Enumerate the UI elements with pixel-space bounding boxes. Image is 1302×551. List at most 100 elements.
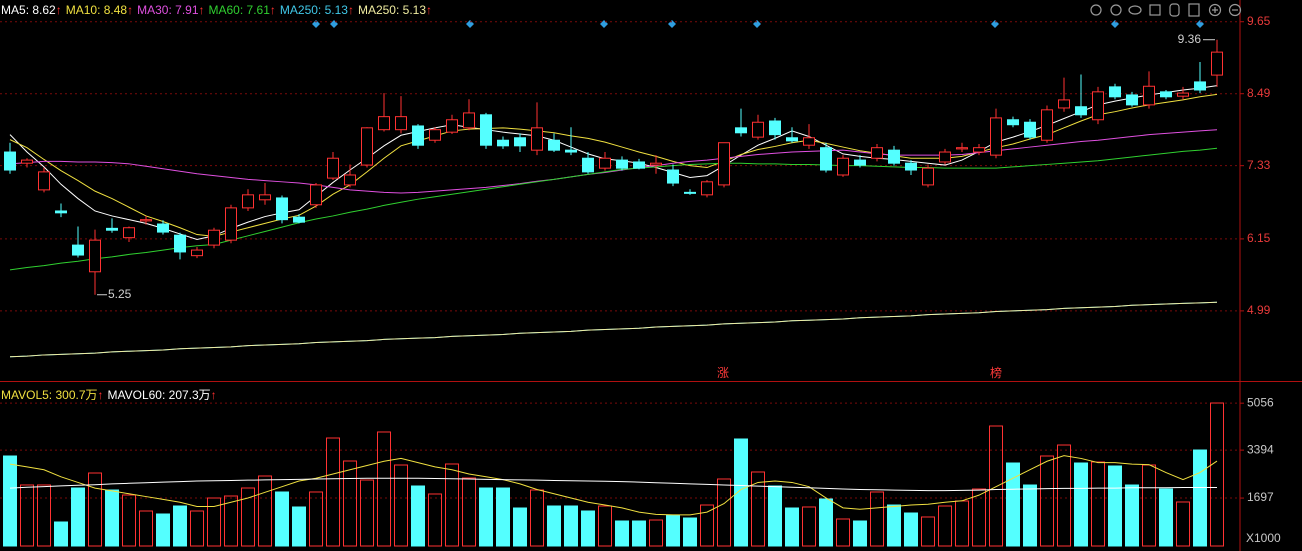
candle-body xyxy=(38,171,50,191)
candle-body xyxy=(463,112,475,129)
legend-value: 207.3万 xyxy=(168,388,211,402)
volume-bar xyxy=(462,477,476,547)
volume-bar xyxy=(411,485,425,547)
candle-body xyxy=(548,139,560,151)
volume-bar xyxy=(88,472,102,547)
tool-zoom-in[interactable] xyxy=(1208,3,1222,17)
candle-body xyxy=(361,127,373,166)
legend-item: MA307.91↑ xyxy=(137,3,204,17)
volume-bar xyxy=(938,505,952,547)
candle-body xyxy=(1109,86,1121,98)
y-tick-label: 7.33 xyxy=(1247,158,1271,172)
event-label: 榜 xyxy=(990,365,1002,380)
tool-settings[interactable] xyxy=(1090,4,1102,16)
volume-bar xyxy=(836,518,850,547)
tool-view[interactable] xyxy=(1128,5,1142,15)
candle-body xyxy=(1058,99,1070,109)
candle-body xyxy=(871,147,883,159)
price-legend: MA58.62↑MA108.48↑MA307.91↑MA607.61↑MA250… xyxy=(1,3,436,17)
legend-trend: ↑ xyxy=(127,3,134,17)
candle-body xyxy=(412,125,424,146)
candle-body xyxy=(990,117,1002,156)
candle-body xyxy=(939,151,951,163)
candle-body xyxy=(752,121,764,138)
volume-bar xyxy=(343,460,357,547)
volume-bar xyxy=(139,510,153,547)
volume-bar xyxy=(445,463,459,547)
ma-line xyxy=(9,129,1218,194)
candle-body xyxy=(293,216,305,223)
candle-body xyxy=(89,239,101,273)
legend-name: MA250 xyxy=(358,3,403,17)
volume-bar xyxy=(428,493,442,547)
candle-body xyxy=(888,149,900,164)
candle-body xyxy=(514,137,526,147)
volume-bar xyxy=(258,475,272,547)
ma-line xyxy=(9,477,1218,492)
legend-trend: ↑ xyxy=(55,3,62,17)
candle-body xyxy=(106,227,118,231)
ma-line xyxy=(9,85,1218,241)
volume-bar xyxy=(1108,465,1122,547)
volume-bar xyxy=(802,506,816,547)
volume-bar xyxy=(717,478,731,547)
volume-bar xyxy=(309,491,323,547)
tool-zoom-in-plus xyxy=(1212,7,1218,13)
legend-name: MA10 xyxy=(66,3,104,17)
candle-body xyxy=(531,127,543,151)
ma-line xyxy=(9,301,1218,358)
legend-value: 8.62 xyxy=(32,3,56,17)
legend-name: MAVOL60 xyxy=(108,388,169,402)
candle-body xyxy=(1177,92,1189,97)
candle-body xyxy=(497,139,509,147)
y-tick-label: 1697 xyxy=(1247,490,1274,504)
candle-body xyxy=(1143,85,1155,106)
volume-bar xyxy=(887,504,901,547)
volume-bar xyxy=(173,505,187,547)
y-tick-label: 9.65 xyxy=(1247,14,1271,28)
candle-body xyxy=(242,194,254,209)
legend-name: MA60 xyxy=(209,3,247,17)
candle-body xyxy=(854,159,866,166)
volume-bar xyxy=(105,489,119,547)
volume-bar xyxy=(819,498,833,547)
volume-bar xyxy=(292,506,306,547)
tool-target[interactable] xyxy=(1110,4,1122,16)
candle-body xyxy=(21,159,33,164)
y-tick-label: 4.99 xyxy=(1247,303,1271,317)
tool-box[interactable] xyxy=(1149,4,1161,16)
candle-body xyxy=(4,151,16,171)
tool-ruler[interactable] xyxy=(1188,3,1200,17)
legend-trend: ↑ xyxy=(269,3,276,17)
unit-label: X1000 xyxy=(1246,531,1281,545)
volume-bar xyxy=(190,510,204,547)
legend-trend: ↑ xyxy=(426,3,433,17)
candle-body xyxy=(718,142,730,186)
legend-item: MA2505.13↑ xyxy=(358,3,432,17)
legend-name: MA250 xyxy=(280,3,325,17)
volume-bar xyxy=(1091,461,1105,547)
candle-body xyxy=(616,159,628,169)
legend-value: 5.13 xyxy=(402,3,427,17)
tool-zoom-out[interactable] xyxy=(1228,3,1242,17)
volume-bar xyxy=(581,510,595,547)
y-tick-label: 8.49 xyxy=(1247,86,1271,100)
candle-body xyxy=(684,191,696,194)
diamond-marker[interactable] xyxy=(312,20,1204,28)
candle-body xyxy=(650,162,662,166)
candle-body xyxy=(174,234,186,253)
low-label: 5.25 xyxy=(108,287,132,301)
legend-value: 300.7万 xyxy=(55,388,98,402)
candle-body xyxy=(820,147,832,171)
volume-bar xyxy=(1176,501,1190,547)
legend-item: MAVOL5300.7万↑ xyxy=(1,388,104,402)
candle-body xyxy=(803,137,815,146)
volume-bar xyxy=(1023,484,1037,547)
candle-body xyxy=(1024,121,1036,138)
tool-hand[interactable] xyxy=(1169,3,1180,17)
volume-bar xyxy=(326,437,340,547)
legend-name: MAVOL5 xyxy=(1,388,55,402)
y-tick-label: 6.15 xyxy=(1247,231,1271,245)
